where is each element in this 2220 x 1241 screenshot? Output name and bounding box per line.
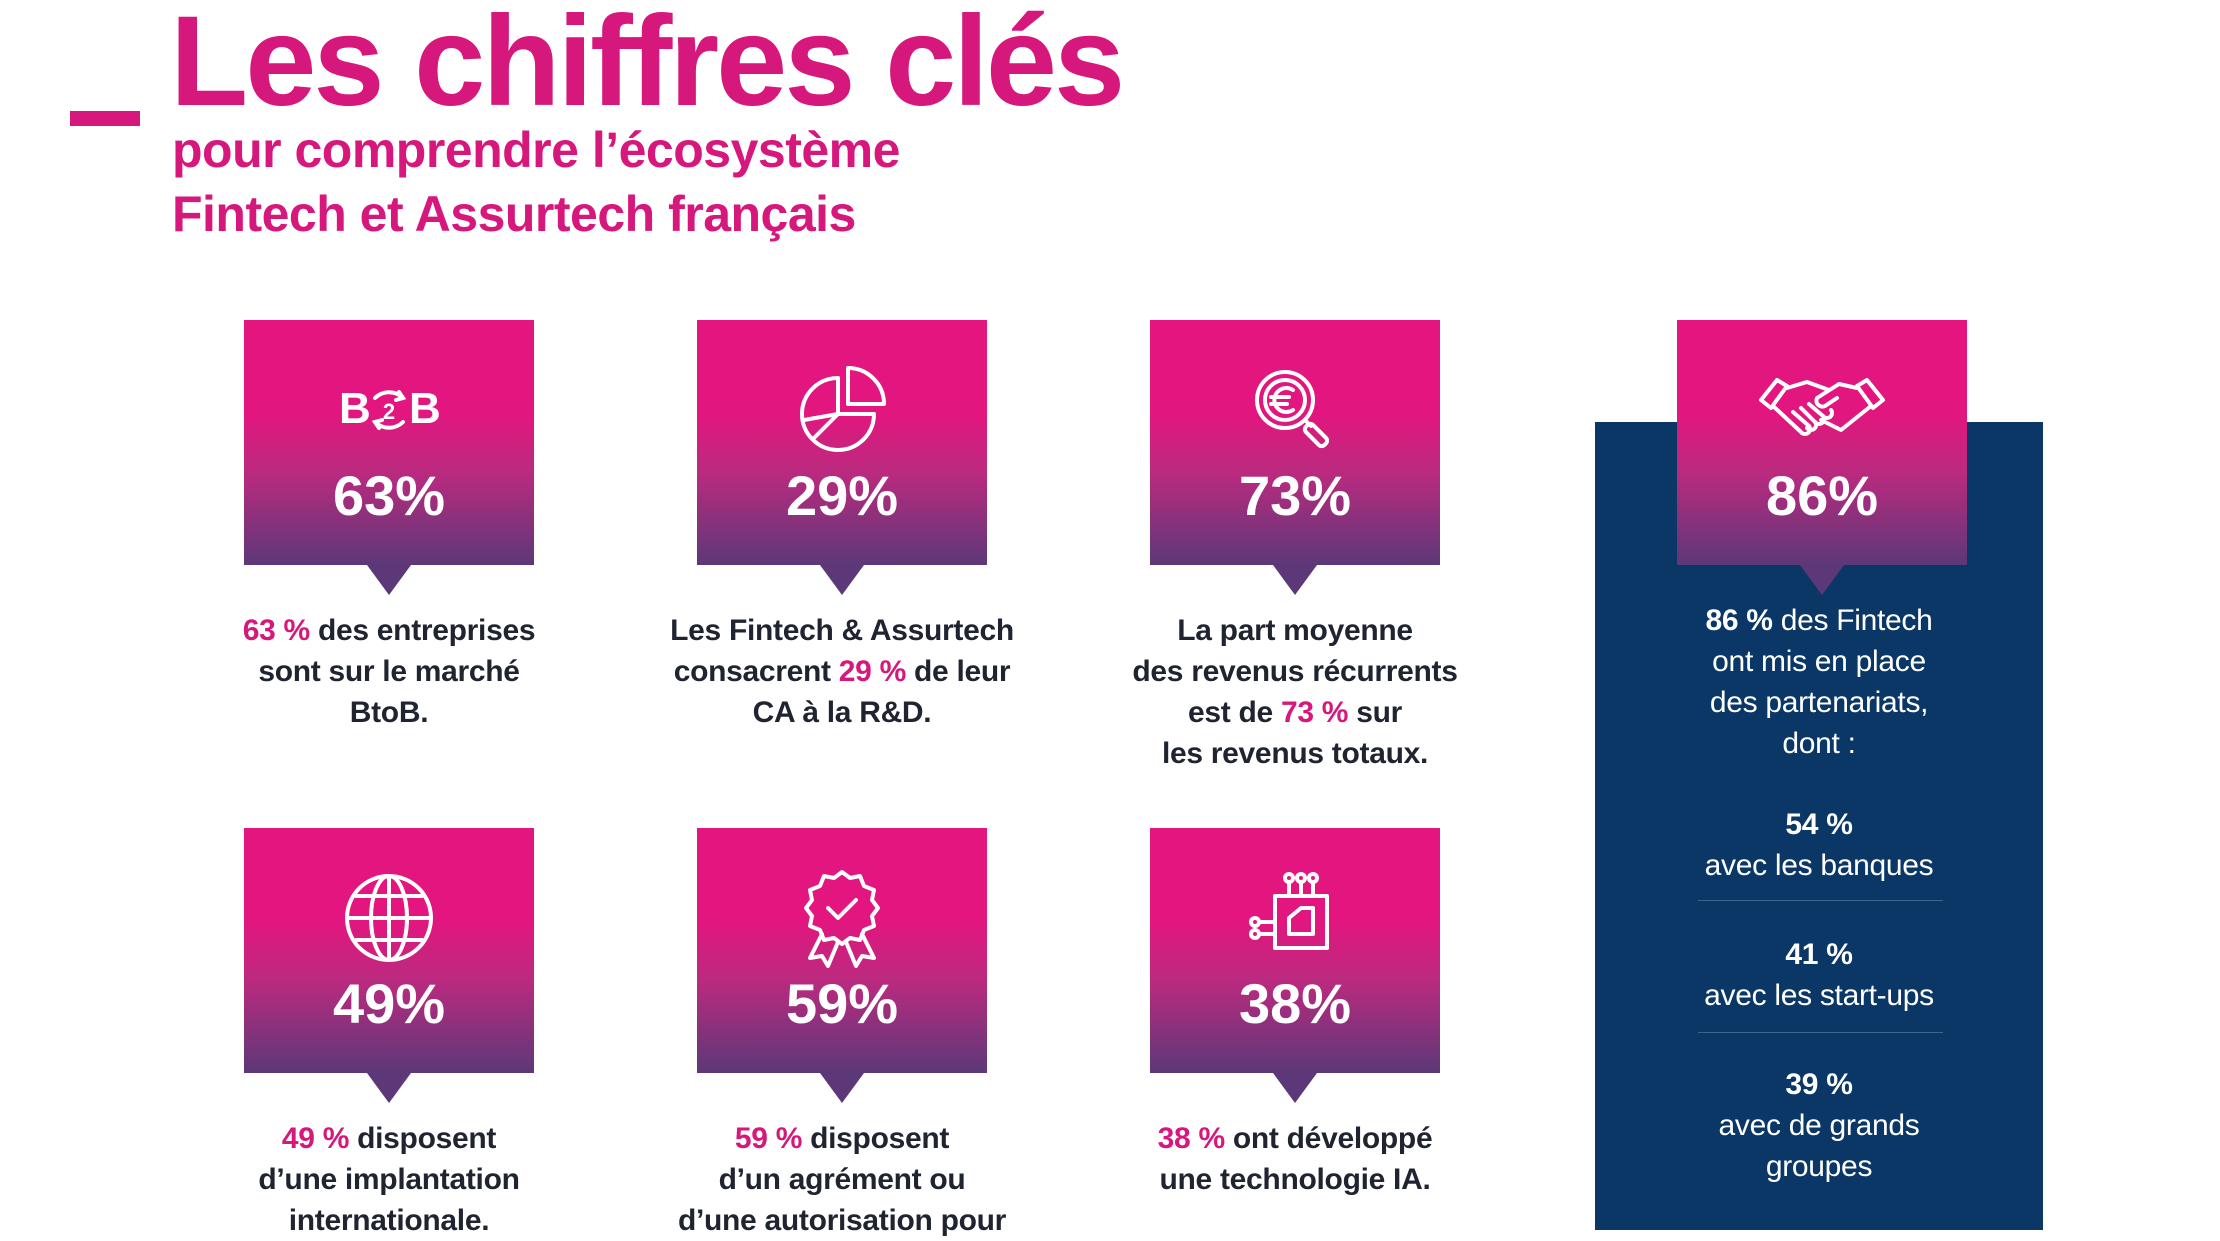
stat-card-rd: 29%: [697, 320, 987, 595]
desc-text: disposent: [349, 1122, 497, 1155]
desc-line: sont sur le marché: [258, 655, 520, 688]
desc-line: des partenariats,: [1709, 686, 1929, 719]
pie-chart-icon: [792, 360, 892, 460]
stat-card-license: 59%: [697, 828, 987, 1103]
highlight: 59 %: [734, 1122, 803, 1155]
subtitle-line: pour comprendre l’écosystème: [172, 122, 900, 178]
stat-percent: 29%: [785, 464, 899, 527]
stat-description: 59 % disposent d’un agrément ou d’une au…: [652, 1118, 1032, 1241]
partnership-label: avec les banques: [1704, 849, 1934, 882]
stat-card-revenue: 73%: [1150, 320, 1440, 595]
highlight: 73 %: [1280, 696, 1349, 729]
stat-description: Les Fintech & Assurtech consacrent 29 % …: [652, 610, 1032, 733]
partnership-value: 39 %: [1785, 1068, 1853, 1101]
desc-text: des Fintech: [1772, 604, 1933, 637]
partnership-label: avec de grands: [1718, 1109, 1920, 1142]
desc-text: de leur: [905, 655, 1011, 688]
svg-text:B: B: [339, 384, 371, 433]
stat-percent: 59%: [785, 972, 899, 1035]
b2b-icon: B B 2: [339, 360, 439, 460]
stat-percent: 73%: [1238, 464, 1352, 527]
desc-line: des revenus récurrents: [1132, 655, 1458, 688]
stat-percent: 49%: [332, 972, 446, 1035]
desc-line: ont mis en place: [1712, 645, 1926, 678]
partnerships-intro: 86 % des Fintech ont mis en place des pa…: [1595, 600, 2043, 764]
divider: [1698, 1032, 1943, 1033]
page-title: Les chiffres clés: [170, 0, 1125, 133]
desc-text: ont développé: [1224, 1122, 1433, 1155]
stat-card-partnerships: 86%: [1677, 320, 1967, 595]
stat-description: 63 % des entreprises sont sur le marché …: [199, 610, 579, 733]
svg-text:B: B: [409, 384, 439, 433]
stat-card-b2b: B B 2 63%: [244, 320, 534, 595]
stat-description: 38 % ont développé une technologie IA.: [1105, 1118, 1485, 1200]
partnership-value: 41 %: [1785, 938, 1853, 971]
highlight: 38 %: [1157, 1122, 1225, 1155]
desc-text: des entreprises: [309, 614, 536, 647]
stat-description: 49 % disposent d’une implantation intern…: [199, 1118, 579, 1241]
desc-line: BtoB.: [349, 696, 429, 729]
desc-text: disposent: [802, 1122, 950, 1155]
partnership-label: avec les start-ups: [1704, 979, 1934, 1012]
globe-icon: [339, 868, 439, 968]
stat-card-ai: 38%: [1150, 828, 1440, 1103]
handshake-icon: [1757, 360, 1887, 460]
highlight: 63 %: [242, 614, 310, 647]
desc-text: est de: [1188, 696, 1281, 729]
desc-line: dont :: [1782, 727, 1856, 760]
desc-line: les revenus totaux.: [1161, 737, 1429, 770]
partnership-label: groupes: [1765, 1150, 1873, 1183]
desc-line: d’un agrément ou: [718, 1163, 966, 1196]
desc-line: une technologie IA.: [1159, 1163, 1431, 1196]
euro-magnifier-icon: [1245, 360, 1345, 460]
stat-percent: 38%: [1238, 972, 1352, 1035]
title-dash: [70, 111, 140, 126]
highlight: 49 %: [281, 1122, 350, 1155]
desc-line: d’une implantation: [258, 1163, 520, 1196]
award-badge-icon: [792, 868, 892, 968]
subtitle-line: Fintech et Assurtech français: [172, 186, 856, 242]
desc-line: internationale.: [288, 1204, 490, 1237]
stat-percent: 86%: [1765, 464, 1879, 527]
page-subtitle: pour comprendre l’écosystème Fintech et …: [172, 118, 900, 246]
stat-description: La part moyenne des revenus récurrents e…: [1105, 610, 1485, 774]
partnership-item-groups: 39 % avec de grands groupes: [1595, 1064, 2043, 1187]
highlight: 86 %: [1705, 604, 1773, 637]
highlight: 29 %: [838, 655, 906, 688]
stat-card-international: 49%: [244, 828, 534, 1103]
desc-line: d’une autorisation pour: [677, 1204, 1007, 1237]
partnership-value: 54 %: [1785, 808, 1853, 841]
desc-text: consacrent: [673, 655, 839, 688]
stat-percent: 63%: [332, 464, 446, 527]
partnership-item-startups: 41 % avec les start-ups: [1595, 934, 2043, 1016]
desc-text: sur: [1348, 696, 1402, 729]
svg-text:2: 2: [383, 399, 395, 424]
desc-line: CA à la R&D.: [752, 696, 932, 729]
divider: [1698, 900, 1943, 901]
desc-line: La part moyenne: [1177, 614, 1413, 647]
desc-line: Les Fintech & Assurtech: [670, 614, 1014, 647]
partnership-item-banks: 54 % avec les banques: [1595, 804, 2043, 886]
chip-icon: [1245, 868, 1345, 968]
